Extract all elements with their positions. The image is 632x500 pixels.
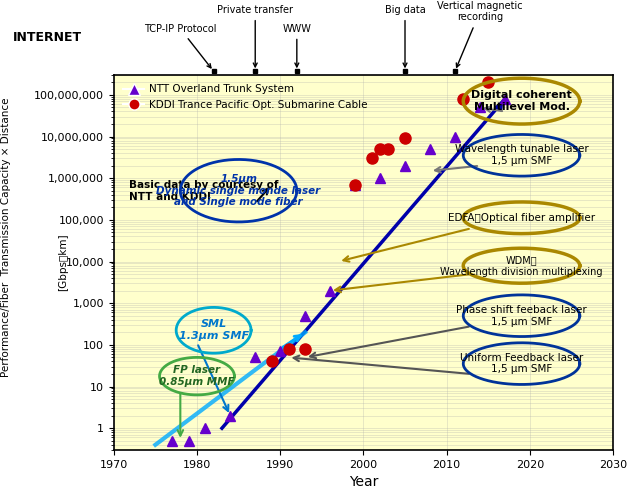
Text: EDFA：Optical fiber amplifier: EDFA：Optical fiber amplifier: [448, 213, 595, 223]
Text: Digital coherent
Multilevel Mod.: Digital coherent Multilevel Mod.: [471, 90, 572, 112]
Text: Big data: Big data: [385, 5, 425, 67]
X-axis label: Year: Year: [349, 476, 378, 490]
Text: Phase shift feeback laser
1,5 μm SMF: Phase shift feeback laser 1,5 μm SMF: [456, 305, 587, 326]
Legend: NTT Overland Trunk System, KDDI Trance Pacific Opt. Submarine Cable: NTT Overland Trunk System, KDDI Trance P…: [119, 80, 372, 114]
Text: [Gbps・km]: [Gbps・km]: [58, 234, 68, 292]
Text: FP laser
0.85μm MMF: FP laser 0.85μm MMF: [159, 366, 234, 387]
Text: WDM：
Wavelength division multiplexing: WDM： Wavelength division multiplexing: [441, 255, 603, 276]
Text: Private transfer: Private transfer: [217, 5, 293, 67]
Text: Vertical magnetic
recording: Vertical magnetic recording: [437, 1, 523, 68]
Text: Basic data by courtesy of
NTT and KDDI: Basic data by courtesy of NTT and KDDI: [129, 180, 278, 202]
Text: INTERNET: INTERNET: [13, 31, 82, 44]
Text: Performance/Fiber  Transmission Capacity × Distance: Performance/Fiber Transmission Capacity …: [1, 98, 11, 377]
Text: Uniform Feedback laser
1,5 μm SMF: Uniform Feedback laser 1,5 μm SMF: [460, 353, 583, 374]
Text: TCP-IP Protocol: TCP-IP Protocol: [144, 24, 217, 68]
Text: SML
1.3μm SMF: SML 1.3μm SMF: [179, 320, 248, 341]
Text: 1.5μm
Dynamic single monde laser
and Single mode fiber: 1.5μm Dynamic single monde laser and Sin…: [157, 174, 320, 208]
Text: WWW: WWW: [283, 24, 312, 67]
Text: Wavelength tunable laser
1,5 μm SMF: Wavelength tunable laser 1,5 μm SMF: [454, 144, 588, 166]
